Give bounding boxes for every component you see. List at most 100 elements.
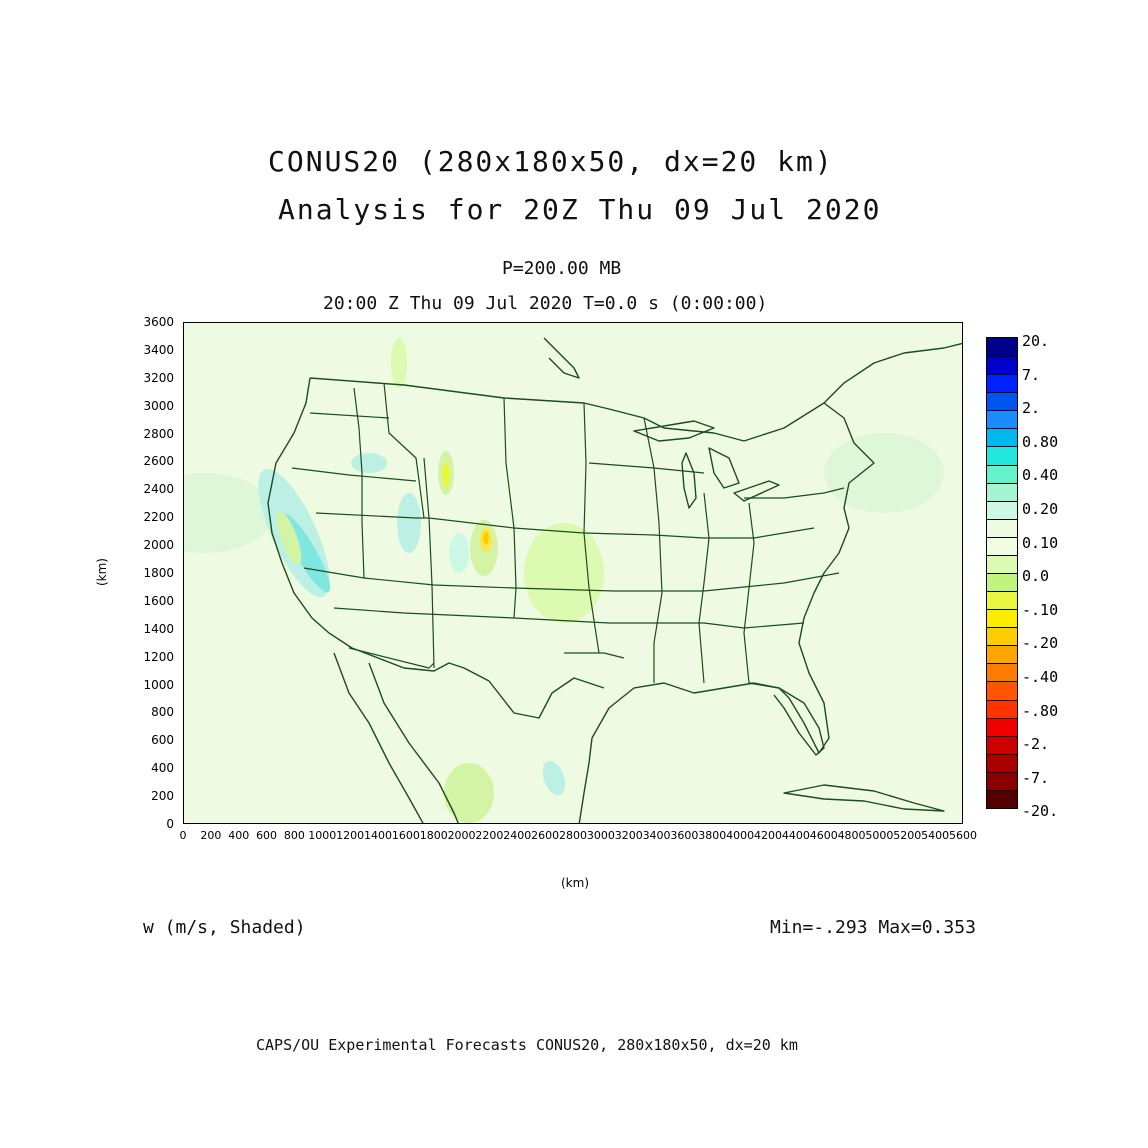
shaded-field bbox=[184, 338, 944, 823]
colorbar-swatch bbox=[987, 609, 1017, 628]
x-tick-label: 4800 bbox=[837, 829, 866, 842]
colorbar-swatch bbox=[987, 410, 1017, 429]
colorbar-label: -.10 bbox=[1022, 600, 1059, 619]
colorbar-label: -.40 bbox=[1022, 668, 1059, 686]
x-tick-label: 600 bbox=[256, 829, 278, 842]
lake-michigan bbox=[681, 452, 697, 509]
y-tick-label: 3400 bbox=[143, 342, 174, 357]
y-tick-label: 1600 bbox=[143, 593, 174, 608]
us-east-coastline bbox=[743, 402, 875, 754]
colorbar-label: 20. bbox=[1022, 332, 1050, 350]
x-axis-label: (km) bbox=[561, 876, 590, 890]
colorbar-swatch bbox=[987, 591, 1017, 610]
x-tick-label: 3800 bbox=[698, 829, 727, 842]
x-tick-label: 1200 bbox=[336, 829, 365, 842]
colorbar-swatch bbox=[987, 428, 1017, 447]
us-mexico-border bbox=[351, 647, 605, 719]
map-plot-area bbox=[183, 322, 963, 824]
colorbar-swatch bbox=[987, 699, 1017, 718]
x-tick-label: 5400 bbox=[921, 829, 950, 842]
shade-mexico-positive bbox=[542, 760, 566, 796]
x-tick-label: 4000 bbox=[726, 829, 755, 842]
colorbar-label: -.20 bbox=[1022, 634, 1059, 653]
colorbar-swatch bbox=[987, 464, 1017, 483]
gulf-coastline bbox=[578, 682, 780, 823]
y-tick-label: 1400 bbox=[143, 621, 174, 636]
y-axis-label: (km) bbox=[95, 557, 110, 587]
colorbar-swatch bbox=[987, 789, 1017, 808]
map-canvas bbox=[184, 337, 962, 823]
footer-credit: CAPS/OU Experimental Forecasts CONUS20, … bbox=[256, 1036, 798, 1054]
field-minmax-label: Min=-.293 Max=0.353 bbox=[770, 917, 976, 938]
x-tick-label: 3200 bbox=[614, 829, 643, 842]
x-tick-label: 3000 bbox=[586, 829, 615, 842]
x-tick-label: 1600 bbox=[391, 829, 420, 842]
x-tick-label: 400 bbox=[228, 829, 250, 842]
state-boundaries bbox=[291, 382, 845, 684]
colorbar-label: 0.80 bbox=[1022, 432, 1059, 451]
colorbar-swatch bbox=[987, 536, 1017, 555]
plot-title-line1: CONUS20 (280x180x50, dx=20 km) bbox=[268, 145, 834, 178]
x-tick-label: 1400 bbox=[364, 829, 392, 842]
x-tick-label: 4200 bbox=[754, 829, 782, 842]
colorbar-swatch bbox=[987, 500, 1017, 519]
mexico-pacific-coast bbox=[368, 662, 459, 823]
y-tick-label: 2800 bbox=[143, 426, 174, 441]
colorbar-swatch bbox=[987, 627, 1017, 646]
colorbar-label: -20. bbox=[1022, 802, 1059, 821]
x-tick-label: 2400 bbox=[503, 829, 532, 842]
colorbar-swatch bbox=[987, 753, 1017, 772]
colorbar-label: -2. bbox=[1022, 735, 1050, 754]
shade-ut-positive bbox=[397, 493, 421, 553]
field-variable-label: w (m/s, Shaded) bbox=[143, 917, 306, 938]
colorbar-label: 7. bbox=[1022, 365, 1041, 384]
x-tick-label: 5200 bbox=[893, 829, 922, 842]
shade-pacific-positive bbox=[184, 473, 274, 553]
y-tick-label: 3000 bbox=[143, 398, 174, 413]
lake-superior bbox=[633, 420, 715, 442]
colorbar-swatch bbox=[987, 392, 1017, 411]
x-tick-label: 2800 bbox=[559, 829, 587, 842]
shade-plains-negative bbox=[524, 523, 604, 623]
y-tick-label: 1000 bbox=[143, 677, 174, 692]
x-tick-label: 0 bbox=[179, 829, 187, 842]
baja-coast bbox=[333, 652, 424, 823]
y-tick-label: 2200 bbox=[143, 510, 174, 525]
colorbar-label: 0.0 bbox=[1022, 567, 1050, 586]
colorbar-label: -7. bbox=[1022, 768, 1050, 787]
shade-co-orange bbox=[483, 532, 489, 544]
y-tick-label: 2600 bbox=[143, 454, 174, 469]
shade-mexico-negative bbox=[444, 763, 494, 823]
plot-title-line2: Analysis for 20Z Thu 09 Jul 2020 bbox=[278, 193, 882, 226]
x-tick-label: 4600 bbox=[809, 829, 838, 842]
shade-idaho-positive bbox=[351, 453, 387, 473]
x-tick-label: 800 bbox=[283, 829, 305, 842]
y-tick-label: 0 bbox=[166, 817, 174, 831]
colorbar-swatch bbox=[987, 554, 1017, 573]
colorbar-swatch bbox=[987, 374, 1017, 393]
colorbar-swatch bbox=[987, 717, 1017, 736]
colorbar-swatch bbox=[987, 573, 1017, 592]
y-tick-label: 600 bbox=[151, 733, 174, 748]
x-tick-label: 1800 bbox=[419, 829, 448, 842]
y-tick-label: 200 bbox=[151, 789, 174, 804]
us-canada-border bbox=[309, 377, 745, 442]
colorbar-swatch bbox=[987, 446, 1017, 465]
geographic-boundaries bbox=[267, 337, 962, 823]
pressure-level: P=200.00 MB bbox=[502, 258, 622, 279]
lake-huron bbox=[708, 447, 740, 489]
y-tick-label: 800 bbox=[151, 705, 174, 720]
colorbar-swatch bbox=[987, 518, 1017, 537]
colorbar bbox=[986, 337, 1018, 809]
colorbar-swatch bbox=[987, 482, 1017, 501]
colorbar-label: 0.40 bbox=[1022, 466, 1059, 485]
canada-east-coast bbox=[823, 342, 962, 404]
colorbar-swatch bbox=[987, 735, 1017, 754]
colorbar-swatch bbox=[987, 338, 1017, 357]
colorbar-swatch bbox=[987, 663, 1017, 682]
x-tick-label: 2200 bbox=[475, 829, 504, 842]
us-west-coastline bbox=[267, 377, 353, 649]
x-tick-label: 3400 bbox=[642, 829, 671, 842]
valid-time: 20:00 Z Thu 09 Jul 2020 T=0.0 s (0:00:00… bbox=[323, 293, 768, 314]
x-tick-label: 4400 bbox=[781, 829, 810, 842]
